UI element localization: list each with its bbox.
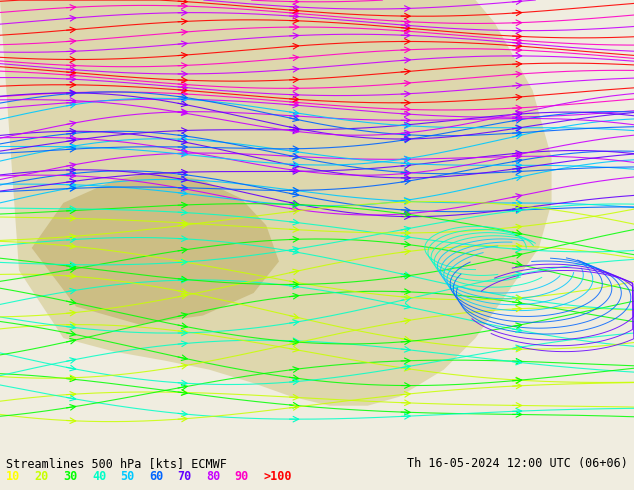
Text: 40: 40 bbox=[92, 470, 106, 483]
Text: 10: 10 bbox=[6, 470, 20, 483]
Text: 80: 80 bbox=[206, 470, 220, 483]
Text: Streamlines 500 hPa [kts] ECMWF: Streamlines 500 hPa [kts] ECMWF bbox=[6, 457, 227, 470]
Text: 90: 90 bbox=[235, 470, 249, 483]
Text: Th 16-05-2024 12:00 UTC (06+06): Th 16-05-2024 12:00 UTC (06+06) bbox=[407, 457, 628, 470]
Text: 50: 50 bbox=[120, 470, 134, 483]
Text: 20: 20 bbox=[35, 470, 49, 483]
Polygon shape bbox=[32, 172, 279, 324]
Polygon shape bbox=[0, 0, 552, 406]
Text: 30: 30 bbox=[63, 470, 77, 483]
Text: >100: >100 bbox=[263, 470, 292, 483]
Text: 60: 60 bbox=[149, 470, 163, 483]
Text: 70: 70 bbox=[178, 470, 191, 483]
